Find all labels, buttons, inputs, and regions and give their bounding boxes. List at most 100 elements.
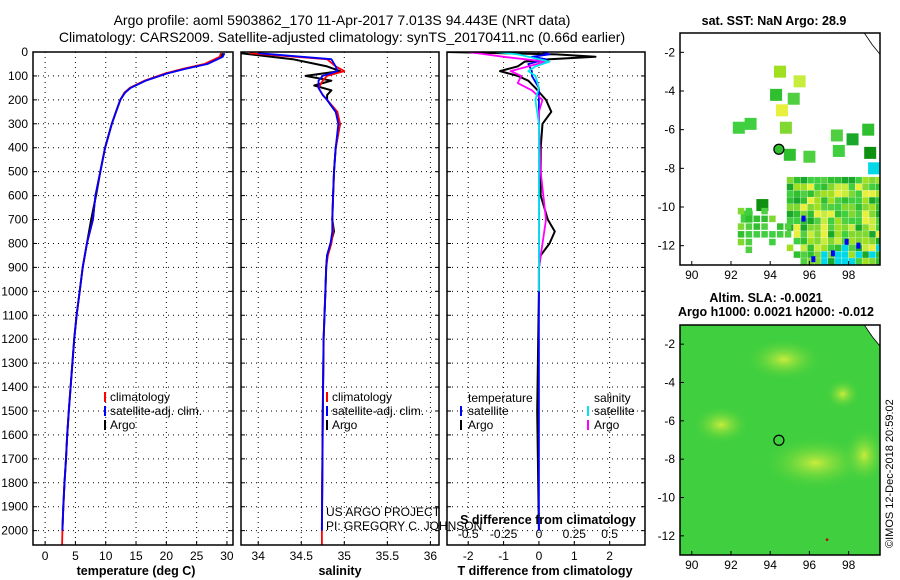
depth-tick-label: 1100 xyxy=(2,308,28,322)
sst-cell xyxy=(807,217,814,225)
sla-anomaly-blob xyxy=(824,378,861,410)
sst-cell xyxy=(869,190,876,197)
depth-tick-label: 1700 xyxy=(1,452,28,466)
sst-cell xyxy=(821,210,828,218)
s-difference-label: S difference from climatology xyxy=(460,513,636,527)
sst-cell xyxy=(807,183,814,191)
sst-cell xyxy=(827,183,835,191)
sst-cell xyxy=(807,190,814,197)
legend-heading-temperature: temperature xyxy=(468,391,533,405)
sst-cell xyxy=(793,231,801,238)
panel-frame xyxy=(32,51,234,546)
top-tick-label: -0.25 xyxy=(490,527,518,541)
sst-cell xyxy=(821,224,828,231)
sla-map: 90 92 94 96 98 -2 -4 -6 -8 -10 -12 xyxy=(658,324,881,572)
map-frame xyxy=(679,324,881,556)
sst-map-title: sat. SST: NaN Argo: 28.9 xyxy=(702,14,847,28)
sst-cell xyxy=(745,246,753,254)
sst-cell xyxy=(876,224,880,231)
sst-cell xyxy=(855,197,862,204)
sst-cell xyxy=(855,224,862,231)
series-line-climatology xyxy=(249,52,346,545)
sst-cell xyxy=(876,237,880,245)
sst-cell xyxy=(814,251,821,258)
depth-tick-label: 1800 xyxy=(1,476,28,490)
sst-cell xyxy=(793,237,801,245)
sst-cell xyxy=(869,176,876,184)
series-line-climatology xyxy=(61,52,222,545)
x-tick-label: 0 xyxy=(42,549,49,563)
sla-map-title-2: Argo h1000: 0.0021 h2000: -0.012 xyxy=(678,305,874,319)
sst-cell xyxy=(841,251,849,258)
map-y-tick-label: -10 xyxy=(658,491,676,505)
sst-cell xyxy=(793,251,801,258)
sst-cell xyxy=(745,223,753,230)
sst-cell xyxy=(821,258,828,265)
sst-cell xyxy=(862,237,869,245)
map-x-tick-label: 96 xyxy=(803,268,817,282)
sst-cell xyxy=(855,231,862,238)
depth-tick-label: 400 xyxy=(8,141,28,155)
sst-cell xyxy=(862,210,869,218)
sst-cell xyxy=(786,204,794,211)
sst-cell xyxy=(834,251,842,258)
sst-cell xyxy=(793,176,801,184)
sst-cell xyxy=(793,224,801,231)
sst-cell xyxy=(827,190,835,197)
depth-tick-label: 1200 xyxy=(1,332,28,346)
argo-profile-marker xyxy=(773,434,785,446)
sst-cell xyxy=(793,210,801,218)
sst-cell xyxy=(827,217,835,225)
sst-cell xyxy=(737,223,745,230)
sst-cell xyxy=(814,258,821,265)
sst-cell xyxy=(800,204,808,211)
sst-cell xyxy=(834,237,842,245)
sst-cell xyxy=(774,65,786,78)
sst-cell xyxy=(737,207,745,215)
sst-cell xyxy=(841,231,849,238)
legend-label: Argo xyxy=(110,418,136,432)
sst-cell xyxy=(869,237,876,245)
legend-label: satellite-adj. clim. xyxy=(332,404,424,418)
sst-cell xyxy=(855,183,862,191)
series-line-satellite-adj-clim- xyxy=(61,52,226,531)
sst-cell xyxy=(800,183,808,191)
sst-cell xyxy=(753,215,760,223)
series-line-satellite-adj-clim- xyxy=(258,52,340,531)
top-tick-label: -0.5 xyxy=(458,527,479,541)
sst-cell xyxy=(769,231,776,238)
sst-cell xyxy=(814,231,821,238)
header-line-2: Climatology: CARS2009. Satellite-adjuste… xyxy=(59,29,625,45)
x-tick-label: 5 xyxy=(72,549,79,563)
sst-cell xyxy=(862,231,869,238)
sst-cell xyxy=(786,217,794,225)
sst-cell xyxy=(876,190,880,197)
project-annotation: US ARGO PROJECT xyxy=(326,505,441,519)
argo-profile-marker xyxy=(773,143,785,155)
sst-cell xyxy=(862,217,869,225)
sst-cell xyxy=(848,244,856,252)
sst-cell xyxy=(855,204,862,211)
sst-cell xyxy=(848,217,856,225)
sst-cell xyxy=(868,162,880,175)
sst-cell xyxy=(745,207,753,215)
sst-cell xyxy=(777,223,784,230)
sst-cell xyxy=(807,176,814,184)
sst-cell xyxy=(841,210,849,218)
legend-heading-salinity: salinity xyxy=(594,391,631,405)
sst-cell xyxy=(807,210,814,218)
sst-cell xyxy=(777,231,784,238)
x-tick-label: 10 xyxy=(99,549,113,563)
sst-cell xyxy=(786,197,794,204)
sst-cell xyxy=(834,224,842,231)
coastline xyxy=(863,33,880,55)
sst-cell xyxy=(827,197,835,204)
sst-cell xyxy=(855,251,862,258)
x-tick-label: 20 xyxy=(160,549,174,563)
series-group xyxy=(447,52,597,531)
sst-cell xyxy=(814,217,821,225)
sst-cell-blue xyxy=(856,242,861,249)
sst-cell xyxy=(848,258,856,265)
sst-cell xyxy=(848,197,856,204)
